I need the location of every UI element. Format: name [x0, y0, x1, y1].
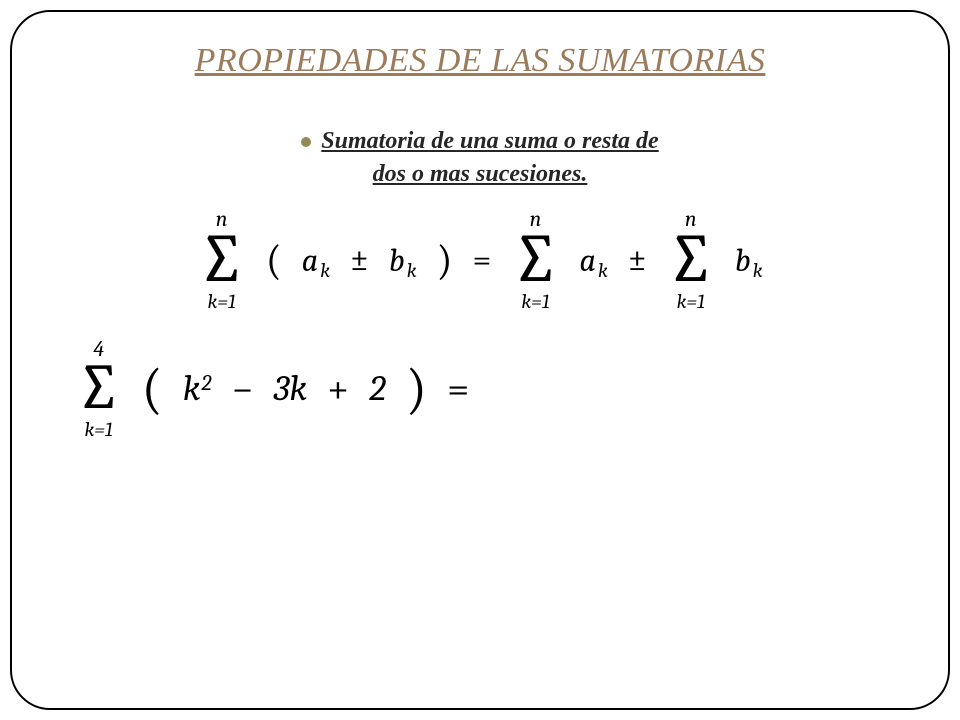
- b-sub: k: [407, 259, 417, 282]
- term-3k: 3k: [274, 368, 307, 409]
- plus: +: [327, 366, 349, 412]
- term-bk2: bk: [735, 242, 763, 279]
- b-var: b: [389, 242, 405, 279]
- sigma1-symbol: ∑: [198, 232, 246, 286]
- bullet-icon: [301, 137, 311, 147]
- sigma4-lower: k=1: [85, 420, 113, 440]
- lparen-2: (: [141, 357, 162, 421]
- sigma3-symbol: ∑: [667, 232, 715, 286]
- formula-2: 4 ∑ k=1 ( k2 − 3k + 2 ) =: [76, 338, 898, 439]
- bullet-text-1: Sumatoria de una suma o resta de: [321, 128, 658, 155]
- pm-2: ±: [628, 240, 647, 280]
- pm-1: ±: [350, 240, 369, 280]
- term-bk: bk: [389, 242, 417, 279]
- sigma-2: n ∑ k=1: [511, 208, 559, 312]
- sigma4-symbol: ∑: [76, 362, 121, 413]
- term-k2: k2: [183, 368, 212, 409]
- bullet-line-1: Sumatoria de una suma o resta de: [301, 128, 658, 155]
- sigma-3: n ∑ k=1: [667, 208, 715, 312]
- sigma2-lower: k=1: [521, 292, 549, 312]
- rparen-2: ): [406, 357, 427, 421]
- sigma1-lower: k=1: [207, 292, 235, 312]
- rparen-1: ): [437, 236, 453, 285]
- bullet-block: Sumatoria de una suma o resta de dos o m…: [62, 128, 898, 188]
- a-sub: k: [320, 259, 330, 282]
- sigma2-symbol: ∑: [511, 232, 559, 286]
- term-2: 2: [369, 368, 386, 409]
- term-ak2: ak: [580, 242, 608, 279]
- sigma3-lower: k=1: [677, 292, 705, 312]
- sigma-4: 4 ∑ k=1: [76, 338, 121, 439]
- lparen-1: (: [266, 236, 282, 285]
- k-sup: 2: [201, 370, 211, 396]
- a2-var: a: [580, 242, 596, 279]
- minus: −: [231, 366, 253, 412]
- eq-1: =: [473, 240, 492, 280]
- term-ak: ak: [302, 242, 330, 279]
- a2-sub: k: [598, 259, 608, 282]
- a-var: a: [302, 242, 318, 279]
- b2-var: b: [735, 242, 751, 279]
- bullet-text-2: dos o mas sucesiones.: [373, 161, 588, 188]
- bullet-line-2: dos o mas sucesiones.: [373, 161, 588, 188]
- sigma-1: n ∑ k=1: [198, 208, 246, 312]
- b2-sub: k: [753, 259, 763, 282]
- formula-1: n ∑ k=1 ( ak ± bk ) = n ∑ k=1 ak ± n ∑ k…: [62, 208, 898, 312]
- eq-2: =: [447, 366, 469, 412]
- slide-title: PROPIEDADES DE LAS SUMATORIAS: [62, 42, 898, 80]
- slide-frame: PROPIEDADES DE LAS SUMATORIAS Sumatoria …: [10, 10, 950, 710]
- k-var: k: [183, 368, 201, 409]
